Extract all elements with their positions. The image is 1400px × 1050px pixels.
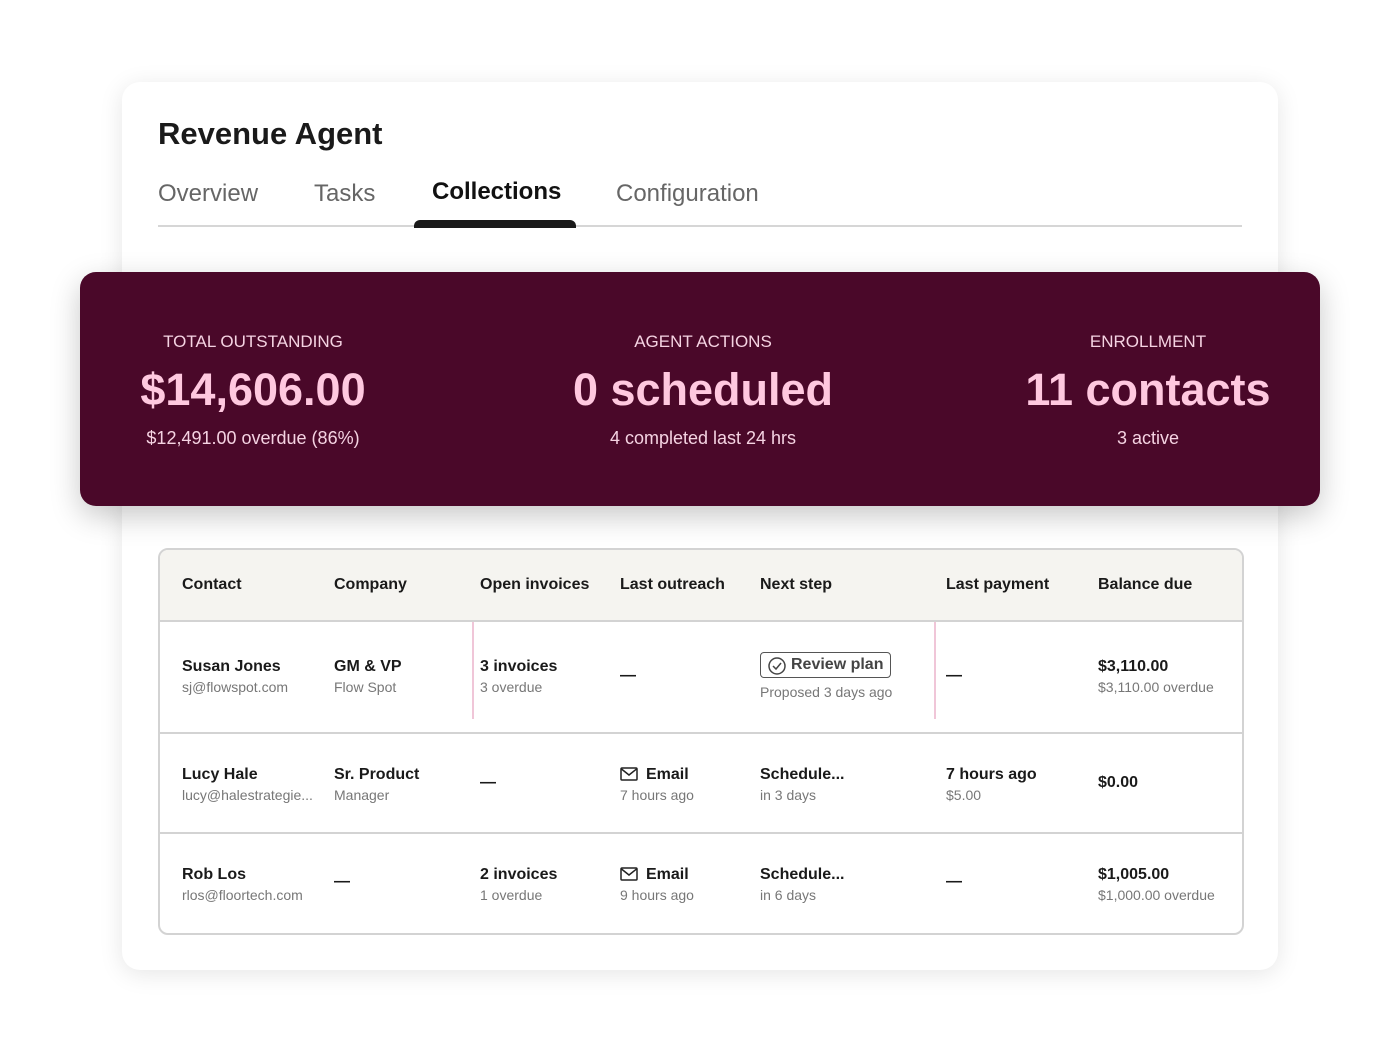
column-header: Last payment bbox=[946, 576, 1050, 593]
row-divider bbox=[160, 732, 1242, 734]
cell-main: — bbox=[334, 873, 350, 890]
cell-sub: $5.00 bbox=[946, 787, 982, 803]
cell-sub: lucy@halestrategie... bbox=[182, 787, 313, 803]
cell-main: Email bbox=[620, 866, 689, 884]
cell-sub: 7 hours ago bbox=[620, 787, 694, 803]
cell-main: — bbox=[946, 667, 962, 684]
cell-main: $0.00 bbox=[1098, 774, 1139, 791]
cell-sub: sj@flowspot.com bbox=[182, 679, 289, 695]
tab[interactable]: Collections bbox=[432, 178, 562, 205]
cell-sub: 9 hours ago bbox=[620, 887, 694, 903]
cell-main: $1,005.00 bbox=[1098, 866, 1170, 883]
tab-divider bbox=[158, 225, 1242, 227]
column-header: Company bbox=[334, 576, 407, 593]
cell-main: 2 invoices bbox=[480, 866, 558, 883]
table-header: Contact Company Open invoices Last outreach… bbox=[160, 550, 1242, 622]
cell-sub: 1 overdue bbox=[480, 887, 543, 903]
summary-note: 3 active bbox=[1116, 428, 1180, 448]
tab[interactable]: Overview bbox=[158, 180, 259, 207]
cell-sub: $3,110.00 overdue bbox=[1098, 679, 1214, 695]
cell-main: 7 hours ago bbox=[946, 766, 1037, 783]
column-header: Next step bbox=[760, 576, 833, 593]
summary-label: AGENT ACTIONS bbox=[634, 332, 772, 351]
cell-main: Rob Los bbox=[182, 866, 246, 883]
summary-value: 11 contacts bbox=[1025, 364, 1271, 415]
icon bbox=[768, 657, 786, 675]
column-header: Balance due bbox=[1098, 576, 1193, 593]
page-title: Revenue Agent bbox=[158, 116, 383, 151]
cell-sub: $1,000.00 overdue bbox=[1098, 887, 1215, 903]
summary-label: ENROLLMENT bbox=[1089, 332, 1207, 351]
icon bbox=[620, 867, 638, 881]
summary-label: TOTAL OUTSTANDING bbox=[163, 332, 343, 351]
cell-sub: Manager bbox=[334, 787, 390, 803]
cell-main: Susan Jones bbox=[182, 658, 281, 675]
cell-main: Lucy Hale bbox=[182, 766, 258, 783]
cell-main: Sr. Product bbox=[334, 766, 420, 783]
column-header: Last outreach bbox=[620, 576, 725, 593]
summary-banner: TOTAL OUTSTANDING $14,606.00 $12,491.00 ov… bbox=[80, 272, 1320, 719]
review-plan-button[interactable]: Review plan bbox=[760, 652, 892, 678]
cell-sub: rlos@floortech.com bbox=[182, 887, 303, 903]
cell-main: — bbox=[480, 774, 496, 791]
tab[interactable]: Tasks bbox=[314, 180, 376, 207]
cell-main: Schedule... bbox=[760, 866, 845, 883]
summary-value: 0 scheduled bbox=[572, 364, 834, 415]
cell-sub: 3 overdue bbox=[480, 679, 543, 695]
cell-main: Schedule... bbox=[760, 766, 845, 783]
cell-sub: Proposed 3 days ago bbox=[760, 684, 893, 700]
collections-table: Contact Company Open invoices Last outreach… bbox=[158, 548, 1244, 935]
divider bbox=[934, 603, 936, 719]
cell-sub: in 6 days bbox=[760, 887, 817, 903]
icon bbox=[620, 767, 638, 781]
cell-main: $3,110.00 bbox=[1098, 658, 1169, 675]
column-header: Open invoices bbox=[480, 576, 590, 593]
divider bbox=[472, 603, 474, 719]
cell-main: Email bbox=[620, 766, 689, 784]
cell-sub: in 3 days bbox=[760, 787, 817, 803]
cell-sub: Flow Spot bbox=[334, 679, 397, 695]
tab[interactable]: Configuration bbox=[616, 180, 759, 207]
cell-main: 3 invoices bbox=[480, 658, 558, 675]
cell-main: GM & VP bbox=[334, 658, 402, 675]
cell-main: — bbox=[620, 667, 636, 684]
summary-note: 4 completed last 24 hrs bbox=[609, 428, 797, 448]
column-header: Contact bbox=[182, 576, 242, 593]
summary-value: $14,606.00 bbox=[140, 364, 366, 415]
cell-main: — bbox=[946, 873, 962, 890]
summary-note: $12,491.00 overdue (86%) bbox=[146, 428, 360, 448]
card bbox=[122, 82, 1278, 970]
active-tab-indicator bbox=[414, 220, 576, 228]
row-divider bbox=[160, 832, 1242, 834]
